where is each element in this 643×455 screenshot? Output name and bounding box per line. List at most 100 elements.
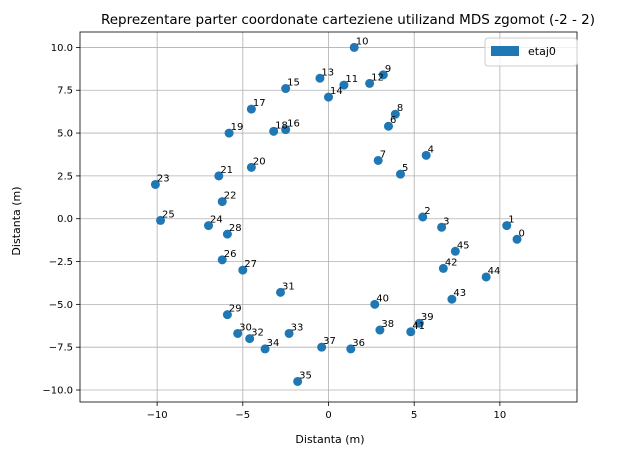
scatter-point-29 [222, 310, 232, 320]
point-label-38: 38 [381, 319, 394, 330]
point-label-4: 4 [428, 144, 434, 155]
scatter-point-25 [156, 215, 166, 225]
scatter-point-45 [450, 246, 460, 256]
point-label-28: 28 [229, 223, 242, 234]
point-label-2: 2 [424, 206, 430, 217]
legend: etaj0 [484, 37, 578, 67]
point-label-10: 10 [356, 36, 369, 47]
scatter-point-11 [339, 80, 349, 90]
y-tick-label: 5.0 [57, 129, 73, 140]
point-label-41: 41 [412, 321, 425, 332]
point-label-33: 33 [291, 322, 304, 333]
point-label-26: 26 [224, 249, 237, 260]
scatter-point-42 [438, 263, 448, 273]
point-label-42: 42 [445, 257, 458, 268]
point-label-5: 5 [402, 163, 408, 174]
scatter-point-22 [217, 197, 227, 207]
x-tick-label: −10 [147, 410, 168, 421]
x-tick-label: −5 [235, 410, 250, 421]
axis-ticks: −10 −5 0 5 10 −10.0 −7.5 −5.0 −2.5 0.0 2.5 5.0 7.5 10… [42, 43, 506, 421]
point-label-9: 9 [385, 64, 391, 75]
scatter-point-20 [246, 162, 256, 172]
legend-box [484, 37, 578, 67]
y-tick-label: −7.5 [49, 343, 73, 354]
x-tick-label: 10 [494, 410, 507, 421]
scatter-point-2 [418, 212, 428, 222]
scatter-point-7 [373, 155, 383, 165]
scatter-point-14 [324, 92, 333, 102]
point-label-25: 25 [162, 209, 175, 220]
y-tick-label: −5.0 [49, 300, 73, 311]
scatter-point-23 [150, 179, 160, 189]
scatter-point-13 [315, 73, 325, 83]
point-label-35: 35 [299, 370, 312, 381]
scatter-point-15 [281, 84, 291, 94]
scatter-point-31 [276, 287, 286, 297]
point-label-43: 43 [453, 288, 466, 299]
point-label-24: 24 [210, 215, 223, 226]
point-label-37: 37 [323, 336, 336, 347]
scatter-point-24 [204, 221, 214, 231]
scatter-point-33 [284, 328, 294, 338]
point-label-22: 22 [224, 191, 237, 202]
scatter-point-16 [281, 125, 291, 135]
scatter-point-1 [502, 221, 512, 231]
scatter-point-43 [447, 294, 457, 304]
point-label-3: 3 [443, 216, 449, 227]
point-label-36: 36 [352, 338, 365, 349]
point-label-21: 21 [220, 165, 233, 176]
point-label-8: 8 [397, 103, 403, 114]
point-label-23: 23 [157, 173, 170, 184]
point-label-27: 27 [244, 259, 257, 270]
scatter-point-21 [214, 171, 224, 181]
y-tick-label: 10.0 [51, 43, 73, 54]
point-label-29: 29 [229, 304, 242, 315]
scatter-points [150, 42, 522, 386]
scatter-point-5 [395, 169, 405, 179]
scatter-point-35 [293, 376, 303, 386]
y-axis-label: Distanta (m) [10, 186, 23, 255]
point-label-14: 14 [330, 86, 343, 97]
scatter-point-27 [238, 265, 248, 275]
scatter-point-37 [317, 342, 327, 352]
scatter-point-34 [260, 344, 270, 354]
point-label-17: 17 [253, 98, 266, 109]
x-axis-label: Distanta (m) [295, 433, 364, 446]
scatter-point-3 [437, 222, 447, 232]
scatter-point-41 [406, 327, 416, 337]
point-label-34: 34 [267, 338, 280, 349]
point-label-44: 44 [488, 266, 501, 277]
scatter-point-39 [414, 318, 424, 328]
scatter-point-17 [246, 104, 256, 114]
scatter-point-40 [370, 299, 380, 309]
point-label-12: 12 [371, 72, 384, 83]
point-label-45: 45 [457, 240, 470, 251]
scatter-point-9 [378, 70, 388, 80]
x-tick-label: 5 [411, 410, 417, 421]
point-label-40: 40 [376, 293, 389, 304]
scatter-point-30 [233, 328, 243, 338]
scatter-point-44 [481, 272, 491, 282]
scatter-point-26 [217, 255, 227, 265]
point-label-15: 15 [287, 78, 300, 89]
scatter-point-8 [390, 109, 400, 119]
scatter-point-18 [269, 126, 279, 136]
point-label-11: 11 [345, 74, 358, 85]
scatter-point-10 [349, 42, 359, 52]
point-label-16: 16 [287, 119, 300, 130]
point-label-0: 0 [519, 228, 525, 239]
point-label-39: 39 [421, 312, 434, 323]
point-label-32: 32 [251, 328, 264, 339]
y-tick-label: −10.0 [42, 386, 73, 397]
x-tick-label: 0 [325, 410, 331, 421]
scatter-point-38 [375, 325, 385, 335]
chart-title: Reprezentare parter coordonate cartezien… [101, 12, 595, 28]
scatter-point-0 [512, 234, 522, 244]
plot-frame [79, 31, 578, 403]
y-tick-label: 2.5 [57, 171, 73, 182]
point-label-19: 19 [231, 122, 244, 133]
y-tick-label: 7.5 [57, 86, 73, 97]
point-label-20: 20 [253, 156, 266, 167]
